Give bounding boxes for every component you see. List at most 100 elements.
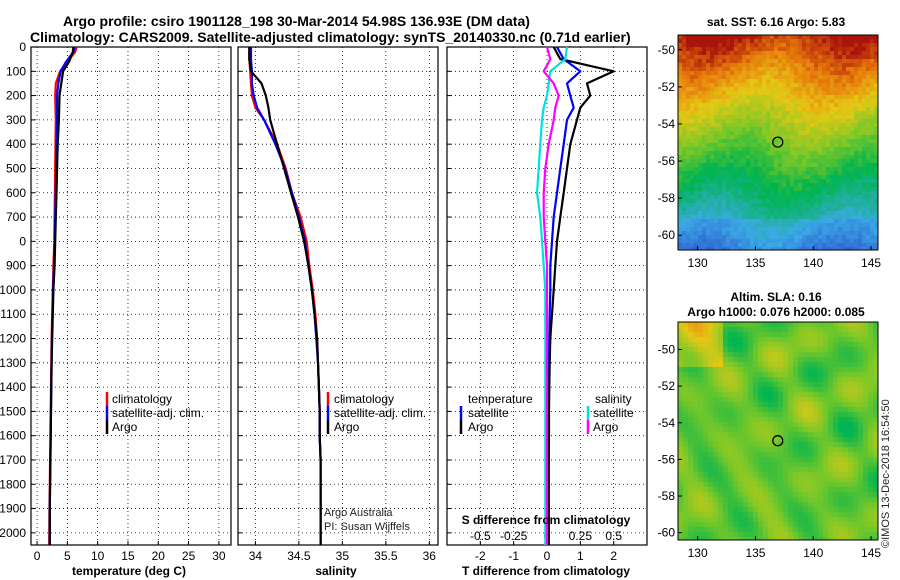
map-cell	[822, 67, 827, 72]
map-cell	[802, 215, 807, 220]
map-cell	[723, 382, 729, 388]
map-cell	[828, 502, 834, 508]
map-cell	[790, 199, 795, 204]
map-cell	[750, 75, 755, 80]
map-cell	[808, 447, 814, 453]
map-cell	[762, 143, 767, 148]
map-cell	[718, 231, 723, 236]
map-cell	[810, 43, 815, 48]
map-cell	[702, 163, 707, 168]
float-position-marker	[772, 136, 784, 148]
map-cell	[866, 207, 871, 212]
x-tick-label: -1	[508, 549, 519, 563]
map-cell	[758, 119, 763, 124]
map-cell	[766, 91, 771, 96]
map-cell	[678, 151, 683, 156]
map-cell	[678, 532, 684, 538]
map-cell	[742, 131, 747, 136]
map-cell	[802, 67, 807, 72]
map-cell	[783, 492, 789, 498]
map-cell	[802, 207, 807, 212]
map-cell	[726, 219, 731, 224]
map-cell	[690, 115, 695, 120]
map-cell	[706, 147, 711, 152]
map-cell	[683, 402, 689, 408]
map-cell	[822, 191, 827, 196]
map-cell	[770, 35, 775, 40]
map-cell	[738, 537, 744, 540]
map-cell	[726, 195, 731, 200]
map-cell	[766, 155, 771, 160]
map-cell	[810, 87, 815, 92]
map-cell	[694, 43, 699, 48]
map-cell	[748, 492, 754, 498]
map-cell	[814, 63, 819, 68]
map-cell	[690, 47, 695, 52]
map-cell	[768, 332, 774, 338]
map-cell	[746, 159, 751, 164]
map-cell	[868, 397, 874, 403]
map-cell	[762, 151, 767, 156]
map-cell	[866, 147, 871, 152]
map-cell	[813, 417, 819, 423]
map-cell	[866, 151, 871, 156]
map-cell	[866, 183, 871, 188]
map-cell	[750, 155, 755, 160]
map-cell	[722, 179, 727, 184]
map-cell	[843, 527, 849, 533]
map-cell	[710, 87, 715, 92]
map-cell	[870, 135, 875, 140]
map-cell	[846, 199, 851, 204]
map-cell	[694, 243, 699, 248]
map-cell	[833, 517, 839, 523]
map-cell	[806, 163, 811, 168]
map-cell	[773, 462, 779, 468]
map-cell	[810, 187, 815, 192]
map-cell	[703, 497, 709, 503]
map-cell	[726, 215, 731, 220]
map-cell	[763, 392, 769, 398]
map-cell	[842, 43, 847, 48]
map-cell	[750, 103, 755, 108]
map-cell	[723, 337, 729, 343]
map-cell	[686, 231, 691, 236]
map-cell	[866, 135, 871, 140]
map-cell	[678, 139, 683, 144]
legend-climatology-label: climatology	[334, 392, 394, 406]
map-cell	[754, 243, 759, 248]
map-cell	[842, 95, 847, 100]
map-cell	[834, 111, 839, 116]
map-cell	[838, 191, 843, 196]
map-cell	[768, 522, 774, 528]
map-cell	[802, 211, 807, 216]
map-cell	[722, 115, 727, 120]
map-cell	[698, 512, 704, 518]
map-cell	[798, 51, 803, 56]
map-cell	[723, 362, 729, 368]
map-cell	[766, 191, 771, 196]
map-cell	[858, 219, 863, 224]
map-cell	[842, 223, 847, 228]
map-cell	[862, 235, 867, 240]
map-cell	[786, 63, 791, 68]
map-cell	[834, 131, 839, 136]
map-cell	[686, 163, 691, 168]
x-tick-label: 15	[121, 549, 135, 563]
map-cell	[706, 91, 711, 96]
map-cell	[814, 163, 819, 168]
map-cell	[822, 219, 827, 224]
map-cell	[803, 402, 809, 408]
map-cell	[693, 407, 699, 413]
map-cell	[702, 59, 707, 64]
map-cell	[818, 127, 823, 132]
map-cell	[768, 422, 774, 428]
map-cell	[690, 227, 695, 232]
map-cell	[693, 412, 699, 418]
map-cell	[814, 35, 819, 40]
map-cell	[693, 382, 699, 388]
map-cell	[768, 472, 774, 478]
map-cell	[794, 219, 799, 224]
map-cell	[722, 139, 727, 144]
map-cell	[813, 472, 819, 478]
map-cell	[714, 43, 719, 48]
